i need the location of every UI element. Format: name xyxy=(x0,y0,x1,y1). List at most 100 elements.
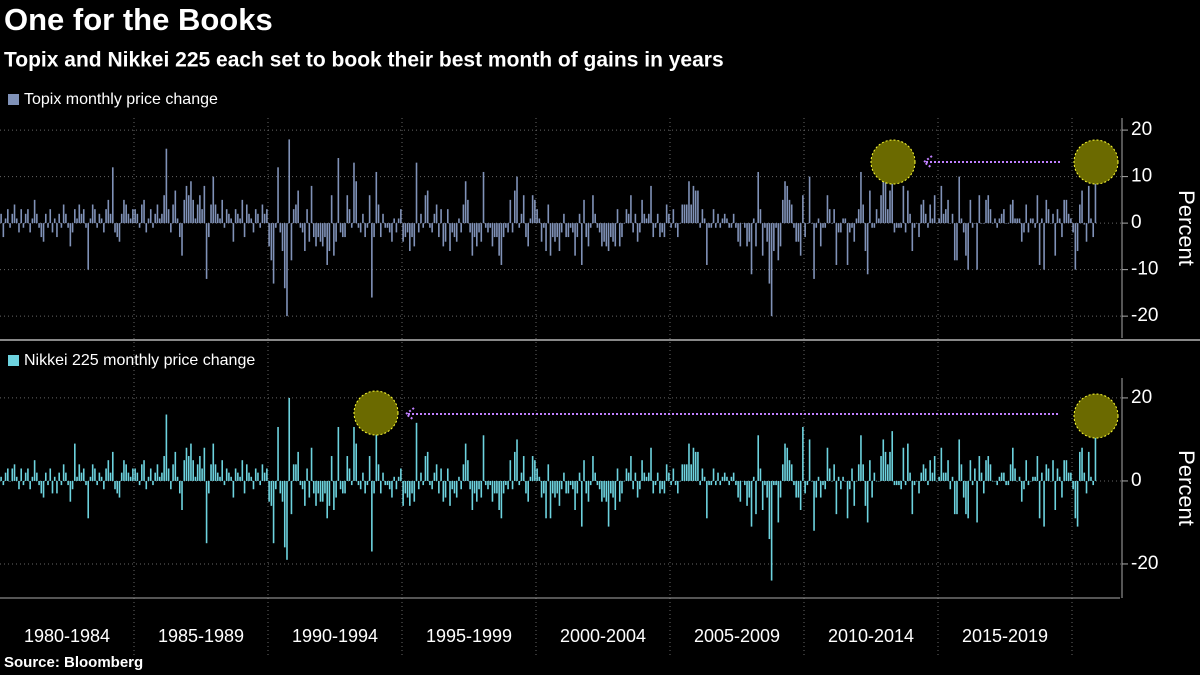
bar xyxy=(1032,218,1034,224)
bar xyxy=(1045,199,1048,224)
bar xyxy=(554,223,556,242)
bar xyxy=(196,204,199,224)
bar xyxy=(304,480,306,506)
bar xyxy=(167,209,170,224)
bar xyxy=(636,480,639,498)
bar xyxy=(201,468,203,481)
bar xyxy=(728,480,730,486)
bar xyxy=(40,480,43,494)
bar xyxy=(958,439,961,481)
bar xyxy=(987,456,990,481)
bar xyxy=(348,209,351,224)
bar xyxy=(1056,209,1059,224)
bar xyxy=(540,480,543,498)
bar xyxy=(509,460,512,481)
bar xyxy=(994,480,996,482)
bar xyxy=(565,480,567,494)
bar xyxy=(141,204,143,224)
bar xyxy=(181,223,183,256)
bar xyxy=(409,223,411,252)
bar xyxy=(855,218,858,224)
bar xyxy=(1029,218,1032,224)
bar xyxy=(962,480,965,498)
bar xyxy=(618,480,621,502)
bar xyxy=(11,213,14,224)
bar xyxy=(875,209,878,224)
bar xyxy=(598,480,601,490)
bar xyxy=(2,223,5,238)
bar xyxy=(674,480,677,486)
bar xyxy=(163,195,165,224)
bar xyxy=(790,204,793,224)
bar xyxy=(1074,223,1077,270)
bar xyxy=(978,195,981,224)
bar xyxy=(7,468,9,481)
bar xyxy=(819,223,822,247)
bar xyxy=(319,480,322,502)
bar xyxy=(1005,480,1007,486)
bar xyxy=(103,480,105,490)
bar xyxy=(699,223,701,228)
bar xyxy=(576,223,579,238)
bar xyxy=(643,472,646,481)
bar xyxy=(866,223,869,275)
bar xyxy=(614,223,617,247)
bar xyxy=(18,480,20,490)
bar xyxy=(455,223,458,242)
bar xyxy=(864,223,867,252)
bar xyxy=(1000,213,1003,224)
bar xyxy=(844,480,847,482)
bar xyxy=(96,223,98,228)
y-tick-label: 0 xyxy=(1131,212,1142,233)
bar xyxy=(554,480,556,498)
bar xyxy=(828,468,831,481)
bar xyxy=(424,456,427,481)
bar xyxy=(603,223,605,242)
bar xyxy=(668,213,670,224)
bar xyxy=(132,468,134,481)
bar xyxy=(909,472,911,481)
bar xyxy=(377,204,380,224)
bar xyxy=(797,480,800,498)
bar xyxy=(891,431,894,481)
bar xyxy=(953,480,956,515)
bar xyxy=(4,472,7,481)
bar xyxy=(125,204,127,224)
bar xyxy=(67,480,69,486)
bar xyxy=(279,223,282,233)
bar xyxy=(469,480,471,490)
bar xyxy=(208,480,210,494)
bar xyxy=(924,213,927,224)
bar xyxy=(194,476,197,481)
bar xyxy=(4,218,7,224)
bar xyxy=(1025,204,1028,224)
bar xyxy=(931,218,934,224)
bar xyxy=(426,190,429,224)
bar xyxy=(607,223,610,252)
bar xyxy=(114,480,116,490)
bar xyxy=(697,451,699,481)
bar xyxy=(221,460,224,481)
bar xyxy=(886,209,889,224)
bar xyxy=(444,223,447,242)
bar xyxy=(125,464,127,481)
bar xyxy=(203,447,206,481)
bar xyxy=(802,426,804,481)
bar xyxy=(190,181,192,224)
bar xyxy=(817,218,820,224)
bar xyxy=(1094,418,1097,481)
bar xyxy=(799,480,802,510)
bar xyxy=(317,480,320,494)
bar xyxy=(210,464,212,481)
bar xyxy=(924,468,927,481)
bar xyxy=(476,480,478,502)
bar xyxy=(1087,451,1090,481)
bar xyxy=(424,195,427,224)
bar xyxy=(199,195,201,224)
bar xyxy=(1054,223,1057,256)
bar xyxy=(985,460,987,481)
bar xyxy=(936,480,938,482)
bar xyxy=(9,480,11,482)
bar xyxy=(904,480,907,486)
bar xyxy=(768,480,771,540)
